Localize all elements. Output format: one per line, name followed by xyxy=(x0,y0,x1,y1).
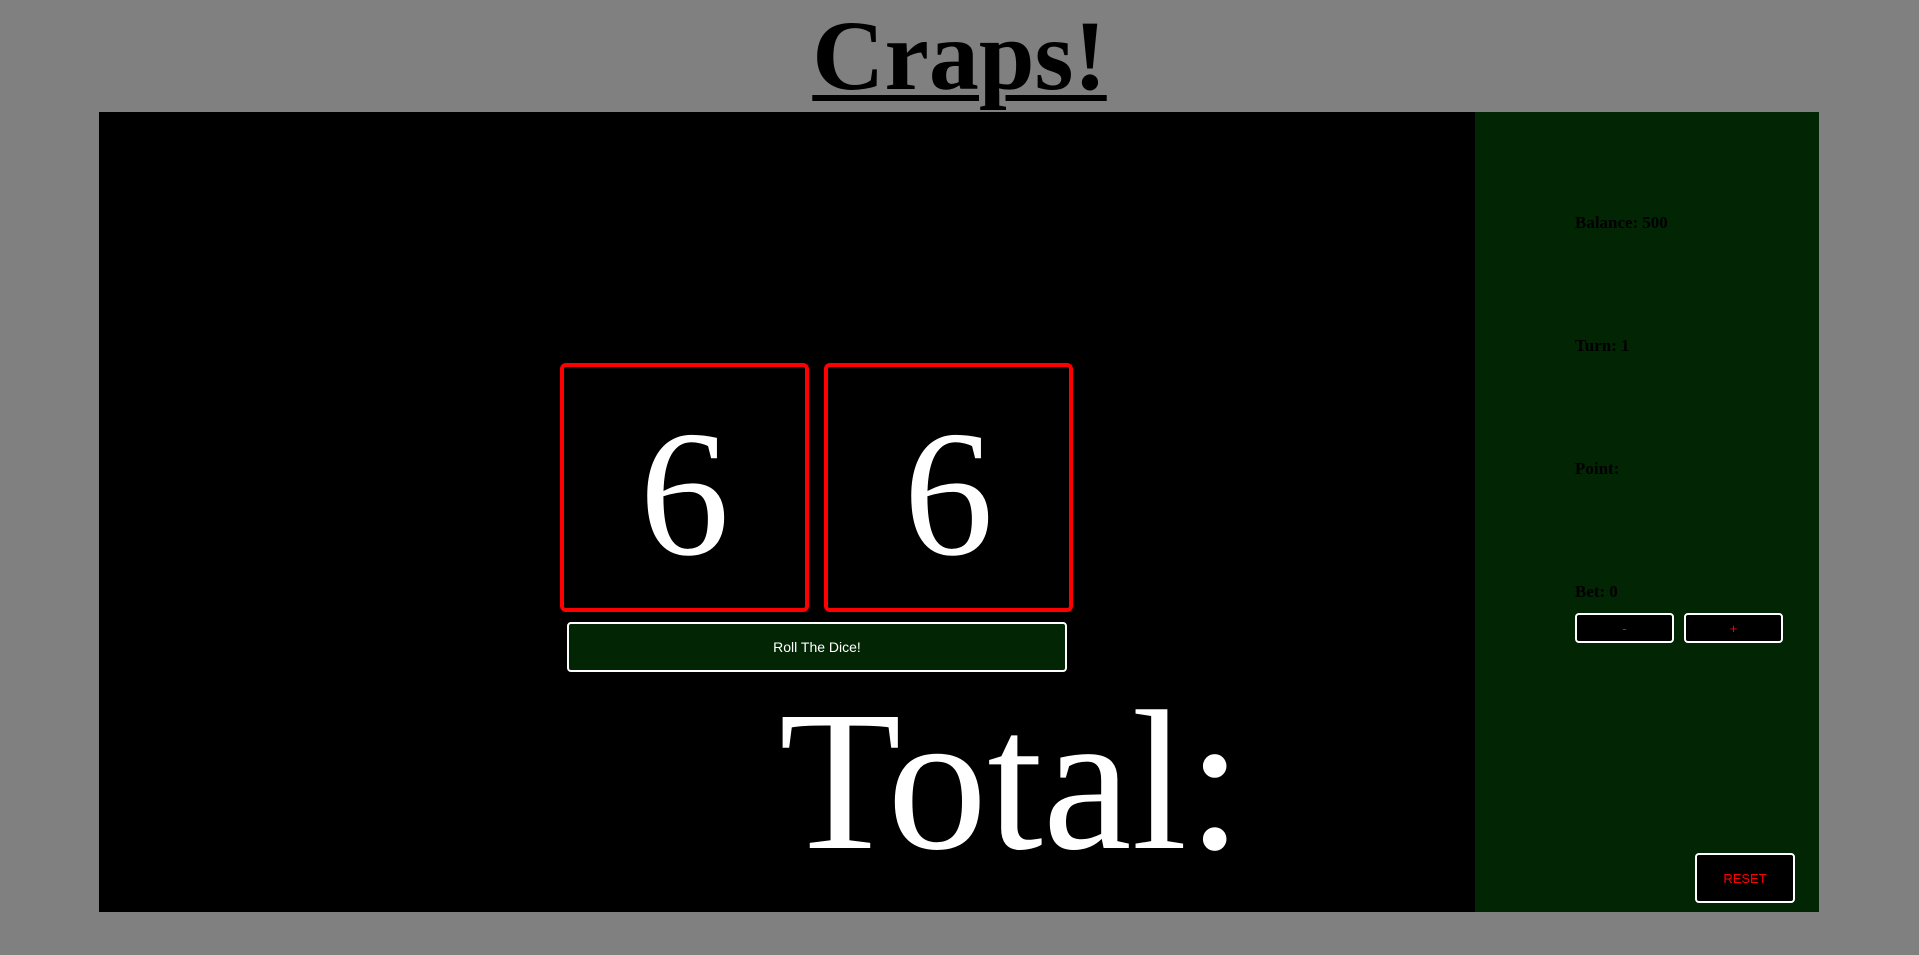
die-2: 6 xyxy=(824,363,1073,612)
reset-button[interactable]: RESET xyxy=(1695,853,1795,903)
balance-stat: Balance: 500 xyxy=(1575,213,1668,233)
total-display: Total: xyxy=(779,682,1243,882)
stats-sidebar: Balance: 500 Turn: 1 Point: Bet: 0 - + RESE… xyxy=(1475,112,1819,912)
turn-stat: Turn: 1 xyxy=(1575,336,1629,356)
bet-value: 0 xyxy=(1609,582,1618,601)
balance-value: 500 xyxy=(1642,213,1668,232)
die-1: 6 xyxy=(560,363,809,612)
turn-label: Turn: xyxy=(1575,336,1617,355)
turn-value: 1 xyxy=(1620,336,1630,355)
roll-dice-button[interactable]: Roll The Dice! xyxy=(567,622,1067,672)
total-label: Total: xyxy=(779,671,1243,892)
increase-bet-button[interactable]: + xyxy=(1684,613,1783,643)
point-stat: Point: xyxy=(1575,459,1623,479)
page-title: Craps! xyxy=(812,0,1107,111)
die-2-value: 6 xyxy=(903,393,994,593)
bet-stat: Bet: 0 xyxy=(1575,582,1618,602)
balance-label: Balance: xyxy=(1575,213,1639,232)
point-label: Point: xyxy=(1575,459,1620,478)
decrease-bet-button[interactable]: - xyxy=(1575,613,1674,643)
die-1-value: 6 xyxy=(639,393,730,593)
game-table: 6 6 Roll The Dice! Total: xyxy=(99,112,1475,912)
bet-label: Bet: xyxy=(1575,582,1606,601)
